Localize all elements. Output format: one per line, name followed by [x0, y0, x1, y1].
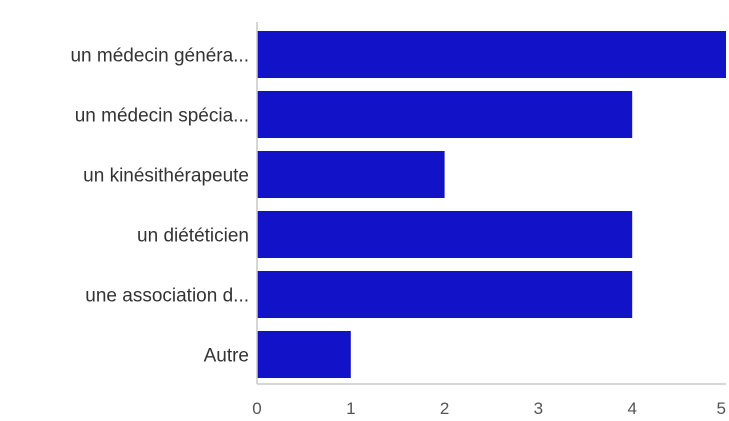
category-label: un médecin spécia... — [75, 106, 249, 127]
bar-5 — [257, 271, 633, 318]
category-label: un diététicien — [137, 226, 249, 247]
bars-group — [257, 31, 726, 378]
x-tick-labels-group: 0 1 2 3 4 5 — [252, 399, 726, 418]
bar-3 — [257, 151, 445, 198]
x-tick-label: 5 — [717, 399, 726, 418]
category-label: un kinésithérapeute — [83, 166, 249, 187]
category-labels-group: un médecin généra... un médecin spécia...… — [70, 46, 249, 367]
bar-1 — [257, 31, 726, 78]
category-label: une association d... — [85, 286, 249, 307]
x-tick-label: 0 — [252, 399, 261, 418]
bar-2 — [257, 91, 633, 138]
x-tick-label: 4 — [627, 399, 636, 418]
x-tick-label: 2 — [440, 399, 449, 418]
x-tick-label: 3 — [534, 399, 543, 418]
category-label: un médecin généra... — [70, 46, 249, 67]
bar-4 — [257, 211, 633, 258]
x-tick-label: 1 — [346, 399, 355, 418]
bar-6 — [257, 331, 351, 378]
category-label: Autre — [204, 346, 249, 367]
